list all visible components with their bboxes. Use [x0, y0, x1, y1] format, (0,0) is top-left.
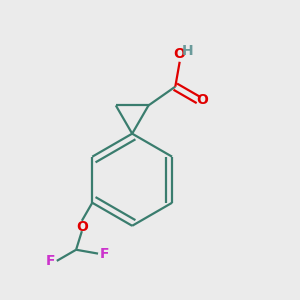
Text: F: F: [46, 254, 55, 268]
Text: O: O: [196, 93, 208, 107]
Text: F: F: [100, 247, 109, 261]
Text: O: O: [174, 47, 186, 61]
Text: H: H: [181, 44, 193, 58]
Text: O: O: [76, 220, 88, 234]
